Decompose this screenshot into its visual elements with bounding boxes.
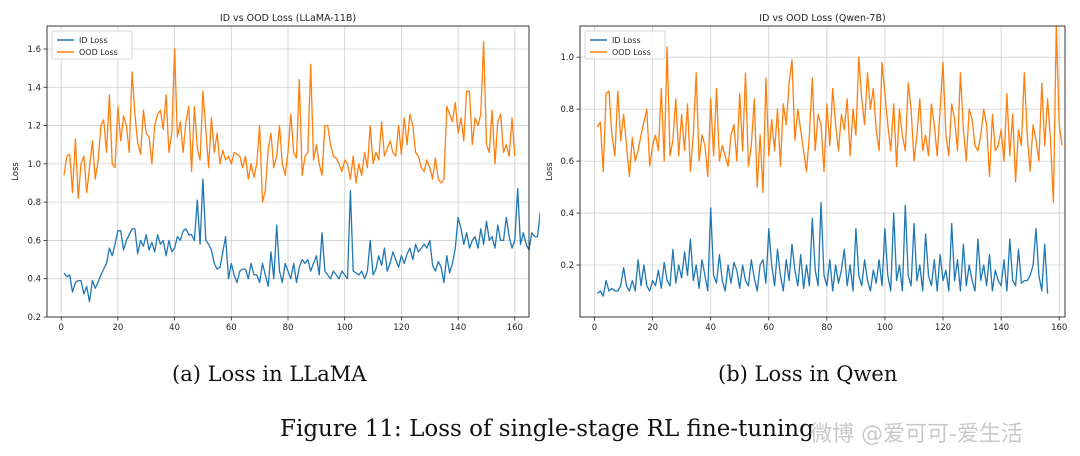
y-tick-label: 0.8 — [560, 105, 574, 115]
y-tick-label: 1.6 — [27, 45, 41, 55]
y-tick-label: 0.4 — [27, 275, 41, 285]
series-line-ood-loss — [63, 40, 516, 203]
plot-frame — [579, 25, 1066, 318]
chart-title: ID vs OOD Loss (Qwen-7B) — [759, 13, 885, 24]
series-line-id-loss — [63, 178, 540, 303]
y-tick-label: 1.0 — [27, 160, 41, 170]
legend-label: ID Loss — [612, 36, 641, 45]
y-tick-label: 0.2 — [27, 313, 41, 323]
x-tick-label: 120 — [935, 323, 951, 330]
x-tick-label: 100 — [337, 323, 353, 330]
y-tick-label: 0.6 — [27, 236, 41, 246]
x-tick-label: 160 — [507, 323, 523, 330]
y-tick-label: 0.8 — [27, 198, 41, 208]
x-tick-label: 80 — [283, 323, 294, 330]
figure-caption: Figure 11: Loss of single-stage RL fine-… — [280, 416, 814, 442]
x-tick-label: 160 — [1051, 323, 1067, 330]
x-tick-label: 60 — [763, 323, 774, 330]
y-tick-label: 0.4 — [560, 209, 574, 219]
y-tick-label: 0.6 — [560, 157, 574, 167]
y-tick-label: 1.2 — [27, 122, 41, 132]
x-tick-label: 100 — [877, 323, 893, 330]
series-line-id-loss — [596, 202, 1049, 297]
x-tick-label: 120 — [393, 323, 409, 330]
subcaption-a: (a) Loss in LLaMA — [172, 362, 367, 386]
x-tick-label: 20 — [647, 323, 658, 330]
chart-llama: 0 20 40 60 80 100 120 140 160 0.2 0.4 0.6 0.8 1.0 1.2 1… — [11, 13, 540, 330]
x-tick-label: 80 — [821, 323, 832, 330]
legend-label: OOD Loss — [612, 48, 651, 57]
figure-panels: 0 20 40 60 80 100 120 140 160 0.2 0.4 0.6 0.8 1.0 1.2 1… — [11, 13, 1067, 330]
legend-label: ID Loss — [79, 36, 108, 45]
x-tick-label: 140 — [993, 323, 1009, 330]
chart-title: ID vs OOD Loss (LLaMA-11B) — [220, 13, 356, 24]
x-tick-label: 140 — [450, 323, 466, 330]
legend-label: OOD Loss — [79, 48, 118, 57]
watermark-text: 微博 @爱可可-爱生活 — [810, 422, 1023, 447]
y-tick-label: 1.0 — [560, 53, 574, 63]
y-axis-label: Loss — [545, 162, 555, 181]
x-tick-label: 40 — [705, 323, 716, 330]
y-tick-label: 1.4 — [27, 83, 41, 93]
subcaption-b: (b) Loss in Qwen — [718, 362, 898, 386]
chart-qwen: 0 20 40 60 80 100 120 140 160 0.2 0.4 0.6 0.8 1.0 ID v… — [545, 13, 1067, 330]
x-tick-label: 0 — [592, 323, 597, 330]
x-tick-label: 60 — [226, 323, 237, 330]
x-tick-label: 40 — [169, 323, 180, 330]
y-axis-label: Loss — [11, 162, 21, 181]
x-tick-label: 20 — [112, 323, 123, 330]
series-line-ood-loss — [596, 25, 1063, 204]
x-tick-label: 0 — [58, 323, 63, 330]
y-tick-label: 0.2 — [560, 261, 574, 271]
